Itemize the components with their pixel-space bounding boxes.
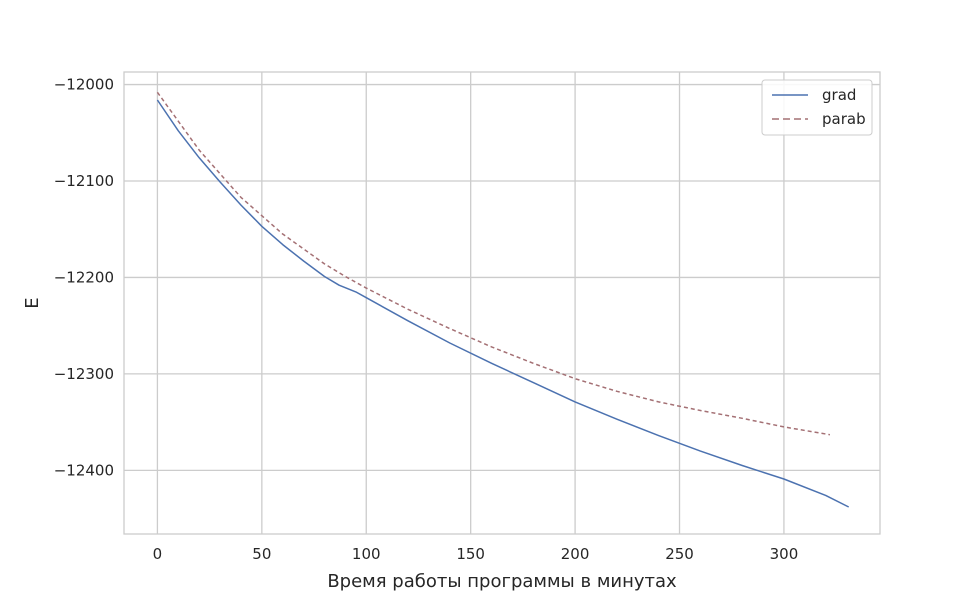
legend: grad parab <box>761 79 873 136</box>
series-lines <box>156 91 850 508</box>
series-line-parab <box>156 91 831 436</box>
legend-label-grad: grad <box>822 86 856 104</box>
y-axis-label: E <box>22 297 43 308</box>
y-tick-label: −12200 <box>54 268 114 286</box>
series-line-grad <box>156 99 850 508</box>
tick-labels: 0 50 100 150 200 250 300 −12000 −12100 −12200 −123… <box>54 76 799 563</box>
y-tick-label: −12400 <box>54 461 114 479</box>
x-tick-label: 0 <box>153 545 163 563</box>
legend-box <box>761 79 873 136</box>
y-tick-label: −12000 <box>54 76 114 94</box>
x-tick-label: 250 <box>665 545 694 563</box>
y-tick-label: −12100 <box>54 172 114 190</box>
x-tick-label: 50 <box>252 545 271 563</box>
legend-label-parab: parab <box>822 110 866 128</box>
plot-area <box>123 71 881 535</box>
x-tick-label: 100 <box>352 545 381 563</box>
grid-lines <box>124 72 880 534</box>
y-tick-label: −12300 <box>54 365 114 383</box>
x-axis-label: Время работы программы в минутах <box>327 571 677 592</box>
x-tick-label: 200 <box>561 545 590 563</box>
x-tick-label: 150 <box>456 545 485 563</box>
x-tick-label: 300 <box>770 545 799 563</box>
